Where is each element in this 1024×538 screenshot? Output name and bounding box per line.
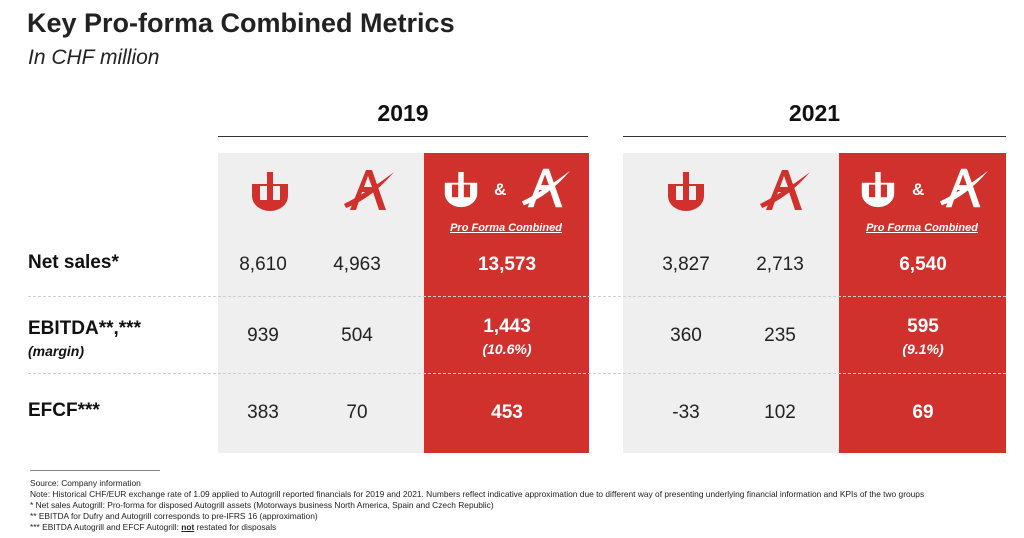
value-cell: 3,827 bbox=[662, 254, 710, 275]
autogrill-logo-icon bbox=[521, 168, 571, 208]
value-cell: 4,963 bbox=[333, 254, 381, 275]
pro-forma-combined-label: Pro Forma Combined bbox=[450, 222, 562, 234]
row-sublabel-margin: (margin) bbox=[28, 343, 84, 359]
row-separator bbox=[28, 373, 1006, 374]
footnote-2: ** EBITDA for Dufry and Autogrill corres… bbox=[30, 511, 318, 521]
autogrill-logo-icon bbox=[939, 168, 989, 208]
combined-value-cell: 13,573 bbox=[477, 254, 537, 275]
combined-value-cell: 595 bbox=[907, 316, 939, 337]
row-label-ebitda: EBITDA**,*** bbox=[28, 318, 141, 339]
row-separator bbox=[28, 296, 1006, 297]
pro-forma-combined-label: Pro Forma Combined bbox=[866, 222, 978, 234]
dufry-logo-icon bbox=[252, 172, 288, 211]
value-cell: 360 bbox=[670, 325, 702, 346]
value-cell: 383 bbox=[247, 402, 279, 423]
footnote-3-post: restated for disposals bbox=[194, 522, 277, 532]
value-cell: 2,713 bbox=[756, 254, 804, 275]
panel-2019-standalone bbox=[218, 153, 424, 453]
dufry-logo-icon bbox=[861, 172, 895, 208]
value-cell: 235 bbox=[764, 325, 796, 346]
value-cell: 102 bbox=[764, 402, 796, 423]
year-header-2021: 2021 bbox=[788, 100, 841, 126]
row-label-efcf: EFCF*** bbox=[28, 400, 100, 421]
year-rule-2019 bbox=[218, 136, 588, 137]
value-cell: 504 bbox=[341, 325, 373, 346]
footnote-note: Note: Historical CHF/EUR exchange rate o… bbox=[30, 489, 925, 499]
dufry-logo-icon bbox=[444, 172, 478, 208]
footnote-3: *** EBITDA Autogrill and EFCF Autogrill:… bbox=[30, 522, 276, 532]
combined-value-cell: 6,540 bbox=[899, 254, 947, 275]
dufry-logo-icon bbox=[668, 172, 704, 211]
row-label-net-sales: Net sales* bbox=[28, 252, 119, 273]
combined-margin-cell: (10.6%) bbox=[482, 341, 532, 357]
combined-margin-cell: (9.1%) bbox=[902, 341, 944, 357]
footnote-1: * Net sales Autogrill: Pro-forma for dis… bbox=[30, 500, 494, 510]
combined-value-cell: 453 bbox=[491, 402, 523, 423]
footnote-source: Source: Company information bbox=[30, 478, 141, 488]
year-header-2019: 2019 bbox=[377, 100, 429, 126]
footnote-3-pre: *** EBITDA Autogrill and EFCF Autogrill: bbox=[30, 522, 182, 532]
combined-value-cell: 69 bbox=[912, 402, 934, 423]
ampersand: & bbox=[494, 180, 507, 199]
footnote-divider bbox=[30, 470, 160, 471]
ampersand: & bbox=[912, 180, 925, 199]
value-cell: 939 bbox=[247, 325, 279, 346]
year-rule-2021 bbox=[623, 136, 1006, 137]
autogrill-logo-icon bbox=[760, 170, 810, 210]
value-cell: 70 bbox=[346, 402, 368, 423]
value-cell: 8,610 bbox=[239, 254, 287, 275]
page-title: Key Pro-forma Combined Metrics bbox=[27, 8, 455, 38]
combined-value-cell: 1,443 bbox=[483, 316, 531, 337]
value-cell: -33 bbox=[672, 402, 700, 423]
footnote-3-emphasis: not bbox=[181, 522, 195, 532]
page-subtitle: In CHF million bbox=[28, 46, 160, 69]
panel-2021-standalone bbox=[623, 153, 839, 453]
autogrill-logo-icon bbox=[344, 170, 394, 210]
